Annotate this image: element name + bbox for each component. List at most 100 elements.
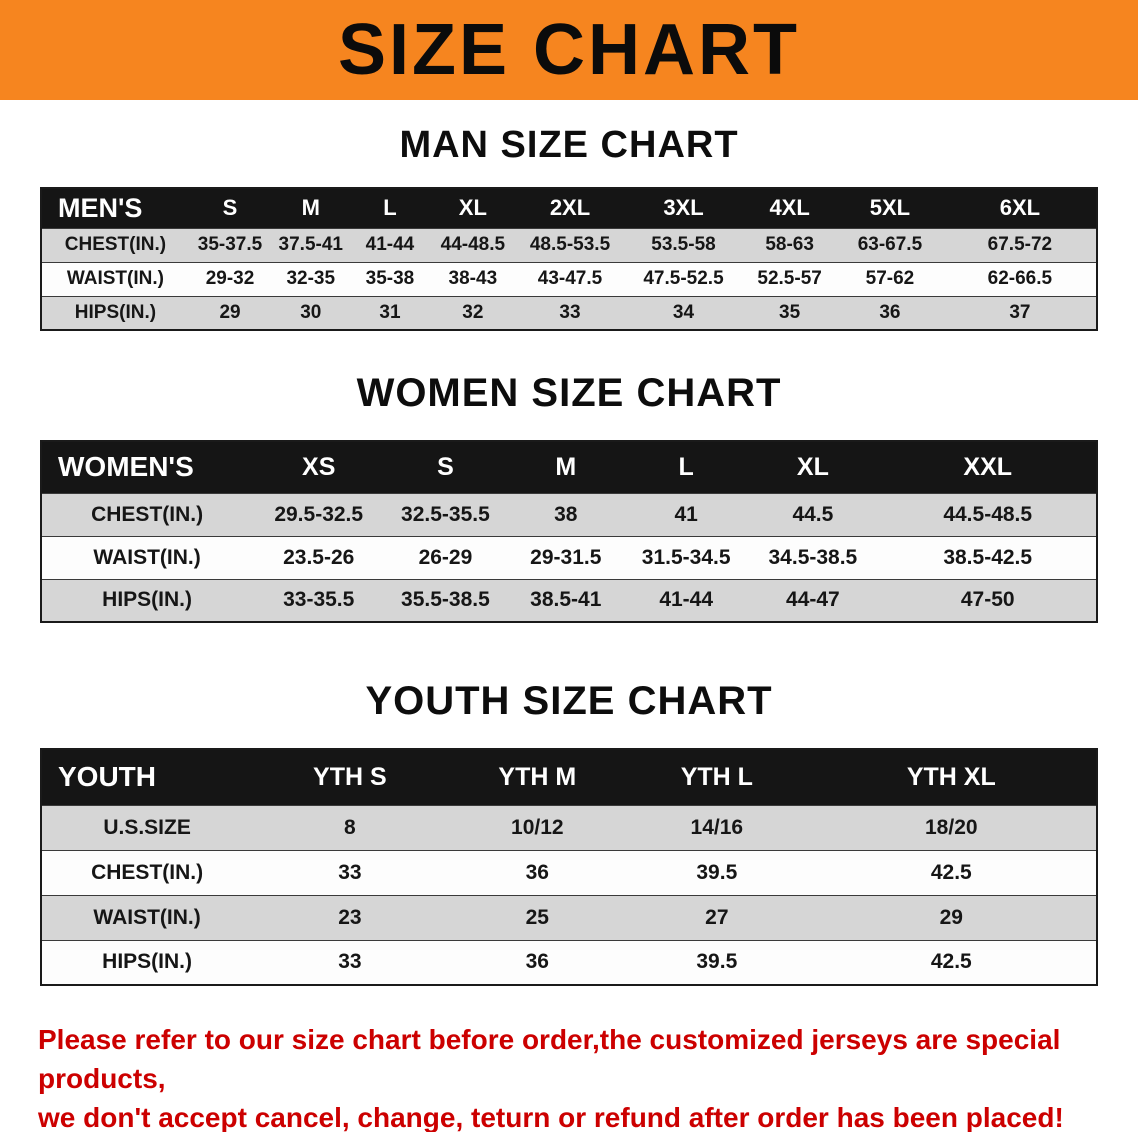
size-value: 38 <box>505 492 626 536</box>
size-column-header: 3XL <box>623 188 744 228</box>
size-column-header: XXL <box>879 441 1097 493</box>
size-column-header: YTH S <box>252 749 448 805</box>
size-value: 33 <box>252 849 448 895</box>
size-value: 42.5 <box>806 849 1097 895</box>
size-value: 37 <box>943 295 1097 330</box>
size-value: 29-31.5 <box>505 535 626 579</box>
size-value: 10/12 <box>447 804 628 850</box>
row-label: WAIST(IN.) <box>41 535 253 579</box>
youth-size-table: YOUTH YTH S YTH M YTH L YTH XL U.S.SIZE 8 10/12… <box>40 748 1098 986</box>
men-size-table: MEN'S S M L XL 2XL 3XL 4XL 5XL 6XL CHEST(IN.) 35-37… <box>40 187 1098 331</box>
size-column-header: XL <box>429 188 517 228</box>
size-value: 63-67.5 <box>836 227 944 262</box>
size-column-header: S <box>385 441 506 493</box>
row-label: U.S.SIZE <box>41 804 253 850</box>
row-label: WAIST(IN.) <box>41 261 189 296</box>
measurement-row: CHEST(IN.) 33 36 39.5 42.5 <box>41 849 1097 895</box>
size-value: 38.5-42.5 <box>879 535 1097 579</box>
size-header-row: WOMEN'S XS S M L XL XXL <box>41 441 1097 493</box>
size-value: 26-29 <box>385 535 506 579</box>
size-value: 35-37.5 <box>188 227 272 262</box>
row-label: CHEST(IN.) <box>41 849 253 895</box>
size-value: 36 <box>836 295 944 330</box>
corner-label: MEN'S <box>41 188 189 228</box>
size-value: 57-62 <box>836 261 944 296</box>
size-column-header: YTH L <box>627 749 807 805</box>
size-column-header: L <box>350 188 430 228</box>
size-value: 36 <box>447 849 628 895</box>
size-value: 41-44 <box>350 227 430 262</box>
size-value: 35-38 <box>350 261 430 296</box>
size-value: 62-66.5 <box>943 261 1097 296</box>
women-size-table: WOMEN'S XS S M L XL XXL CHEST(IN.) 29.5-32.5 32.5… <box>40 440 1098 623</box>
size-value: 43-47.5 <box>516 261 624 296</box>
section-women: WOMEN SIZE CHART WOMEN'S XS S M L XL XXL CHEST(… <box>0 371 1138 623</box>
size-value: 29 <box>806 894 1097 940</box>
size-value: 39.5 <box>627 939 807 985</box>
measurement-row: CHEST(IN.) 35-37.5 37.5-41 41-44 44-48.5 48.5… <box>41 227 1097 262</box>
size-value: 30 <box>271 295 351 330</box>
size-value: 37.5-41 <box>271 227 351 262</box>
women-section-heading: WOMEN SIZE CHART <box>356 371 782 415</box>
banner: SIZE CHART <box>0 0 1138 100</box>
size-value: 44.5-48.5 <box>879 492 1097 536</box>
disclaimer-line-1: Please refer to our size chart before or… <box>38 1024 1061 1095</box>
measurement-row: WAIST(IN.) 29-32 32-35 35-38 38-43 43-47.5 47.… <box>41 261 1097 296</box>
measurement-row: HIPS(IN.) 29 30 31 32 33 34 35 36 37 <box>41 295 1097 330</box>
size-column-header: 4XL <box>743 188 837 228</box>
corner-label: YOUTH <box>41 749 253 805</box>
row-label: CHEST(IN.) <box>41 227 189 262</box>
size-value: 18/20 <box>806 804 1097 850</box>
size-header-row: MEN'S S M L XL 2XL 3XL 4XL 5XL 6XL <box>41 188 1097 228</box>
size-column-header: YTH XL <box>806 749 1097 805</box>
size-column-header: XL <box>746 441 880 493</box>
measurement-row: WAIST(IN.) 23.5-26 26-29 29-31.5 31.5-34.5 34… <box>41 535 1097 579</box>
size-value: 23.5-26 <box>252 535 386 579</box>
measurement-row: U.S.SIZE 8 10/12 14/16 18/20 <box>41 804 1097 850</box>
size-header-row: YOUTH YTH S YTH M YTH L YTH XL <box>41 749 1097 805</box>
youth-section-heading: YOUTH SIZE CHART <box>365 679 773 723</box>
size-value: 35.5-38.5 <box>385 578 506 622</box>
size-column-header: 2XL <box>516 188 624 228</box>
size-value: 53.5-58 <box>623 227 744 262</box>
section-youth: YOUTH SIZE CHART YOUTH YTH S YTH M YTH L YTH… <box>0 679 1138 986</box>
size-value: 47-50 <box>879 578 1097 622</box>
size-value: 29 <box>188 295 272 330</box>
size-value: 35 <box>743 295 837 330</box>
size-value: 42.5 <box>806 939 1097 985</box>
size-column-header: YTH M <box>447 749 628 805</box>
size-value: 23 <box>252 894 448 940</box>
size-column-header: 5XL <box>836 188 944 228</box>
size-value: 58-63 <box>743 227 837 262</box>
size-value: 38.5-41 <box>505 578 626 622</box>
corner-label: WOMEN'S <box>41 441 253 493</box>
size-value: 67.5-72 <box>943 227 1097 262</box>
size-value: 31.5-34.5 <box>625 535 747 579</box>
section-men: MAN SIZE CHART MEN'S S M L XL 2XL 3XL 4XL 5XL 6XL… <box>0 124 1138 331</box>
size-value: 38-43 <box>429 261 517 296</box>
row-label: HIPS(IN.) <box>41 939 253 985</box>
size-value: 32 <box>429 295 517 330</box>
size-value: 48.5-53.5 <box>516 227 624 262</box>
size-value: 8 <box>252 804 448 850</box>
disclaimer: Please refer to our size chart before or… <box>0 1020 1138 1132</box>
size-value: 34 <box>623 295 744 330</box>
size-value: 33-35.5 <box>252 578 386 622</box>
row-label: HIPS(IN.) <box>41 295 189 330</box>
row-label: HIPS(IN.) <box>41 578 253 622</box>
size-column-header: L <box>625 441 747 493</box>
size-value: 32.5-35.5 <box>385 492 506 536</box>
men-section-heading: MAN SIZE CHART <box>399 124 739 166</box>
size-column-header: XS <box>252 441 386 493</box>
size-value: 34.5-38.5 <box>746 535 880 579</box>
size-column-header: M <box>271 188 351 228</box>
size-value: 44-48.5 <box>429 227 517 262</box>
measurement-row: HIPS(IN.) 33 36 39.5 42.5 <box>41 939 1097 985</box>
measurement-row: CHEST(IN.) 29.5-32.5 32.5-35.5 38 41 44.5 44.5… <box>41 492 1097 536</box>
size-value: 44.5 <box>746 492 880 536</box>
size-value: 14/16 <box>627 804 807 850</box>
size-value: 29-32 <box>188 261 272 296</box>
size-value: 29.5-32.5 <box>252 492 386 536</box>
size-value: 47.5-52.5 <box>623 261 744 296</box>
